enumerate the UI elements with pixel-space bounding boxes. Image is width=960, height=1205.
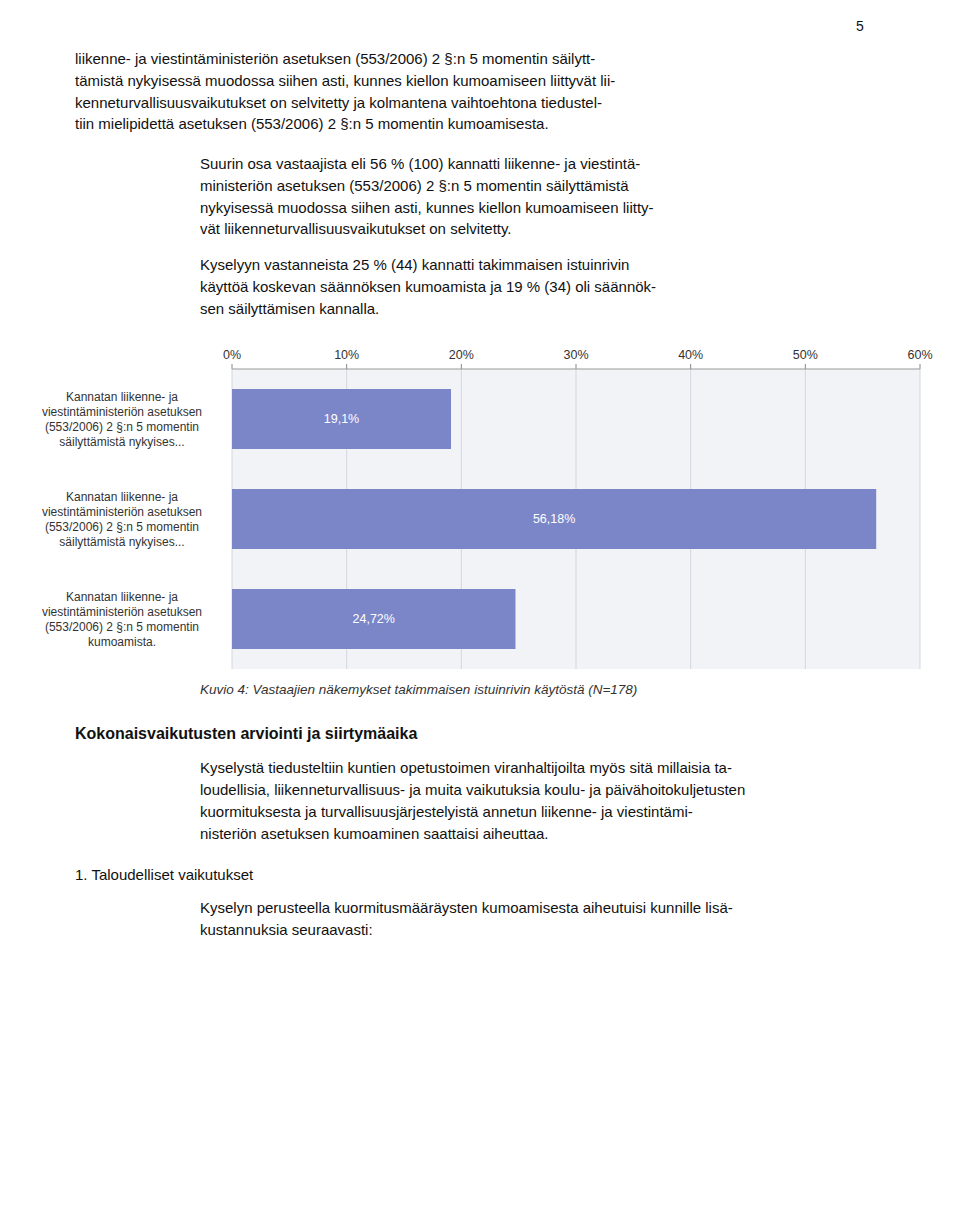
chart: 0% 10% 20% 30% 40% 50% 60% 19,1% 56,18% 24,72% Kan… <box>0 333 960 678</box>
tick-mark <box>576 364 577 369</box>
page-number: 5 <box>856 18 864 34</box>
caption: Kuvio 4: Vastaajien näkemykset takimmais… <box>200 682 960 697</box>
tick-label: 30% <box>563 348 588 362</box>
bar <box>232 389 451 449</box>
axis-line <box>232 369 920 370</box>
tick-label: 50% <box>793 348 818 362</box>
tick-mark <box>920 364 921 369</box>
paragraph: Suurin osa vastaajista eli 56 % (100) ka… <box>200 153 960 240</box>
bar <box>232 489 876 549</box>
data-label: 24,72% <box>353 612 395 626</box>
tick-label: 20% <box>449 348 474 362</box>
bars <box>232 389 876 649</box>
tick-mark <box>346 364 347 369</box>
tick-mark <box>690 364 691 369</box>
paragraph: Kyselystä tiedusteltiin kuntien opetusto… <box>200 757 960 844</box>
bar <box>232 589 515 649</box>
paragraph: Kyselyyn vastanneista 25 % (44) kannatti… <box>200 254 960 319</box>
paragraph: Kyselyn perusteella kuormitusmääräysten … <box>200 897 960 941</box>
tick-mark <box>232 364 233 369</box>
heading: Kokonaisvaikutusten arviointi ja siirtym… <box>75 725 960 743</box>
tick-label: 40% <box>678 348 703 362</box>
grid-line <box>920 369 921 669</box>
tick-mark <box>461 364 462 369</box>
category-label: Kannatan liikenne- javiestintäministeriö… <box>42 490 202 549</box>
data-labels: 19,1% 56,18% 24,72% <box>324 412 576 626</box>
paragraph: liikenne- ja viestintäministeriön asetuk… <box>75 48 960 135</box>
data-label: 19,1% <box>324 412 359 426</box>
tick-label: 60% <box>907 348 932 362</box>
category-label: Kannatan liikenne- javiestintäministeriö… <box>42 390 202 449</box>
tick-label: 0% <box>223 348 241 362</box>
data-label: 56,18% <box>533 512 575 526</box>
subheading: 1. Taloudelliset vaikutukset <box>75 866 960 883</box>
plot-background <box>232 369 920 669</box>
tick-label: 10% <box>334 348 359 362</box>
category-label: Kannatan liikenne- javiestintäministeriö… <box>42 590 202 649</box>
tick-mark <box>805 364 806 369</box>
